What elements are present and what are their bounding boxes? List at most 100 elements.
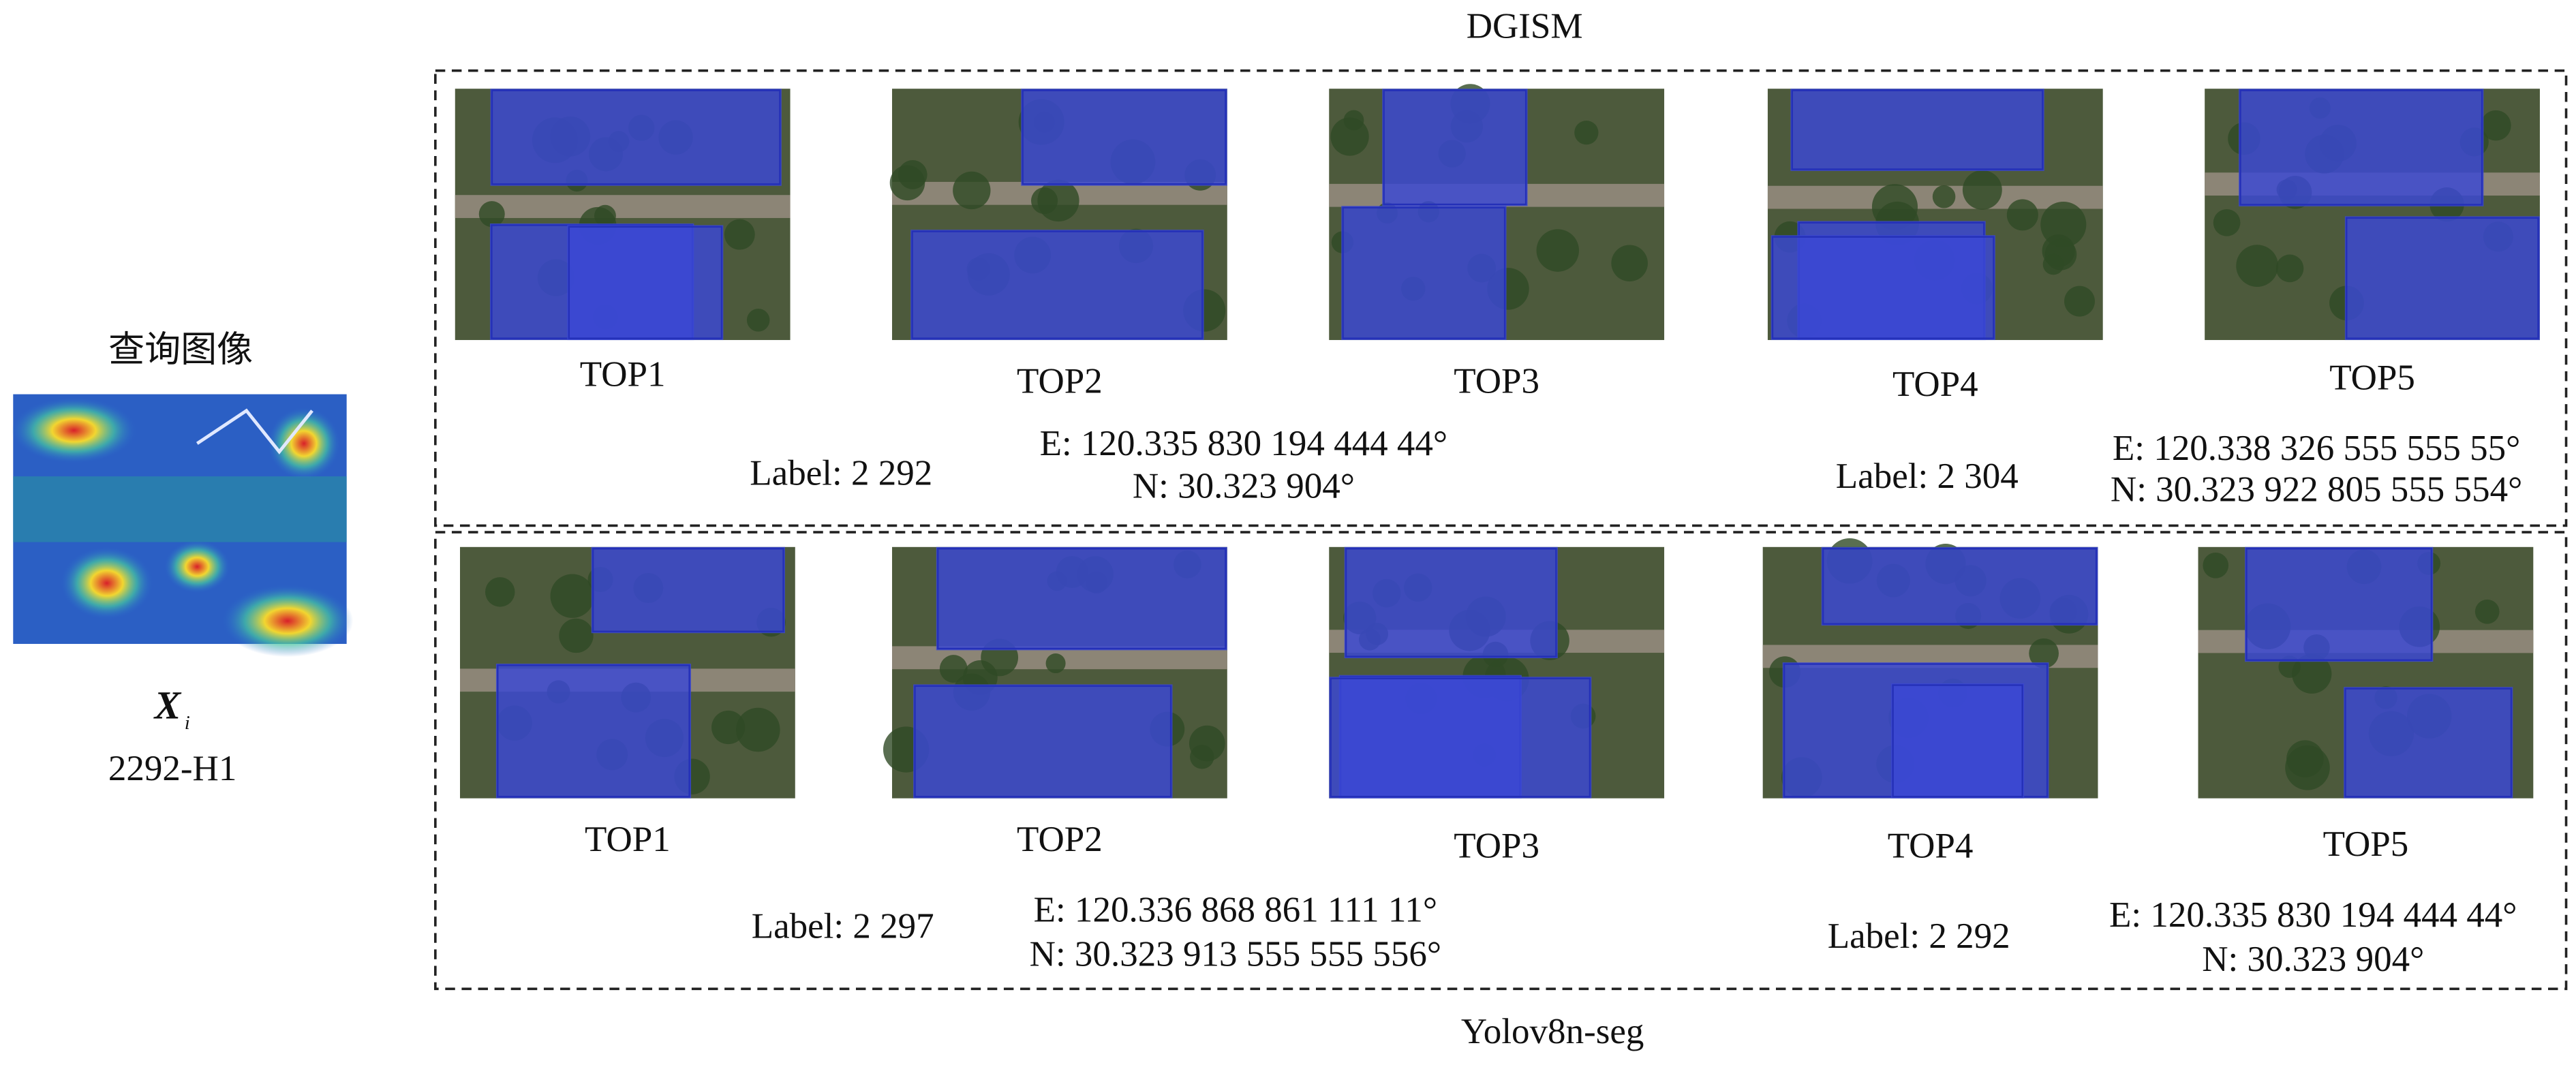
building-box	[1022, 89, 1227, 185]
building-mask	[910, 230, 1204, 341]
method-title: DGISM	[1467, 7, 1583, 46]
result-image	[1329, 546, 1665, 799]
tree	[1611, 245, 1648, 282]
building-mask	[1891, 683, 2025, 799]
query-symbol: X	[153, 683, 182, 728]
result-image	[460, 546, 795, 799]
tree	[2029, 638, 2059, 668]
tree	[2275, 254, 2304, 283]
building-mask	[1341, 206, 1507, 341]
building-box	[914, 685, 1172, 798]
tree	[1190, 745, 1214, 769]
east-coordinate: E: 120.338 326 555 555 55°	[2113, 429, 2520, 468]
query-heatmap	[11, 394, 354, 658]
tree	[485, 577, 515, 607]
tree	[2481, 110, 2511, 141]
building-box	[2239, 89, 2483, 206]
rank-label: TOP3	[1454, 826, 1539, 866]
building-mask	[490, 89, 782, 186]
rank-label: TOP2	[1017, 361, 1103, 401]
building-mask	[2344, 216, 2540, 341]
building-box	[2245, 548, 2433, 662]
tree	[2203, 552, 2229, 578]
building-box	[1330, 677, 1591, 798]
tree	[1574, 120, 1599, 145]
rank-label: TOP1	[580, 355, 666, 395]
tree	[1031, 187, 1058, 215]
tree	[2292, 653, 2332, 694]
result-image	[455, 89, 791, 341]
building-box	[937, 548, 1227, 650]
building-mask	[2239, 89, 2484, 206]
query-subscript: i	[185, 712, 190, 734]
tree	[2213, 208, 2241, 236]
rank-label: TOP5	[2329, 358, 2415, 397]
building-box	[1771, 236, 1995, 339]
tree	[1962, 170, 2002, 210]
building-box	[1892, 684, 2023, 798]
building-box	[2346, 217, 2539, 339]
rank-label: TOP4	[1892, 365, 1978, 404]
building-box	[1383, 89, 1527, 206]
rank-label: TOP5	[2323, 824, 2409, 864]
panel-frame	[434, 531, 2568, 991]
match-label: Label: 2 292	[750, 453, 932, 493]
tree	[550, 574, 594, 618]
tree	[2236, 245, 2279, 287]
result-image	[1329, 84, 1665, 341]
building-box	[1345, 548, 1557, 658]
tree	[478, 201, 505, 228]
rank-label: TOP1	[585, 820, 671, 859]
north-coordinate: N: 30.323 904°	[2202, 940, 2424, 979]
building-mask	[1821, 546, 2098, 626]
building-mask	[591, 546, 785, 634]
method-title: Yolov8n-seg	[1461, 1012, 1644, 1051]
building-mask	[1770, 235, 1995, 341]
tree	[1343, 110, 1364, 131]
building-mask	[567, 225, 724, 341]
building-mask	[1344, 546, 1558, 659]
result-image	[883, 546, 1227, 799]
tree	[736, 707, 780, 752]
panel-frame	[434, 69, 2568, 527]
query-id: 2292-H1	[108, 749, 236, 788]
building-box	[592, 548, 784, 633]
north-coordinate: N: 30.323 922 805 555 554°	[2111, 469, 2522, 509]
tree	[2040, 201, 2087, 248]
building-mask	[2245, 546, 2434, 662]
east-coordinate: E: 120.335 830 194 444 44°	[2109, 895, 2517, 935]
tree	[711, 710, 746, 745]
tree	[1932, 185, 1956, 208]
building-box	[2344, 687, 2513, 798]
result-image	[889, 89, 1227, 341]
building-box	[497, 664, 690, 798]
tree	[559, 618, 594, 653]
tree	[724, 219, 755, 250]
result-image	[1762, 538, 2098, 799]
tree	[1536, 229, 1580, 272]
rank-label: TOP4	[1888, 826, 1974, 866]
tree	[2006, 199, 2038, 231]
rank-label: TOP3	[1454, 361, 1539, 401]
result-image	[1767, 89, 2103, 341]
building-box	[1822, 548, 2098, 625]
result-image	[2198, 546, 2534, 799]
north-coordinate: N: 30.323 913 555 555 556°	[1030, 935, 1441, 974]
building-box	[491, 89, 781, 185]
building-box	[568, 226, 723, 339]
tree	[2474, 599, 2500, 624]
tree	[746, 309, 770, 332]
tree	[1045, 653, 1066, 674]
rank-label: TOP2	[1017, 820, 1103, 859]
tree	[2064, 285, 2095, 317]
building-mask	[2344, 687, 2513, 799]
building-mask	[936, 546, 1227, 651]
tree	[953, 171, 991, 210]
building-mask	[913, 684, 1173, 799]
tree	[939, 655, 968, 683]
building-mask	[1329, 677, 1592, 799]
building-mask	[1790, 89, 2044, 171]
north-coordinate: N: 30.323 904°	[1133, 467, 1355, 506]
building-box	[1791, 89, 2044, 170]
